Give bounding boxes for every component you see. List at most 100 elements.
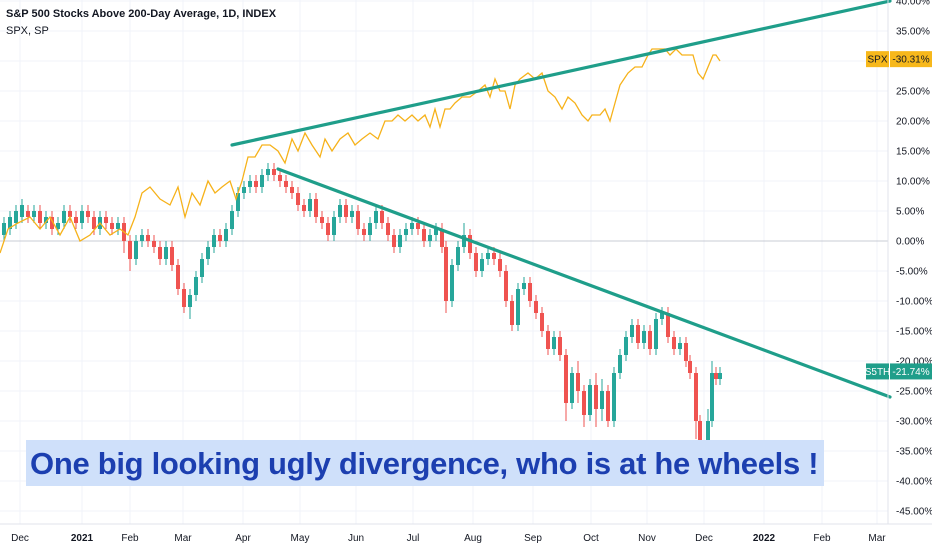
candle-body [606,391,610,421]
s5th-badge-value: -21.74% [892,367,929,378]
candle-body [672,337,676,349]
price-badges: SPX -30.31% S5TH -21.74% [865,51,932,380]
candle-body [392,235,396,247]
candle-body [498,259,502,271]
y-tick-label: 5.00% [896,207,924,218]
y-tick-label: -10.00% [896,297,932,308]
candle-body [326,223,330,235]
candle-body [706,421,710,451]
candle-body [678,343,682,349]
y-tick-label: -25.00% [896,387,932,398]
x-tick-label: Dec [695,533,713,544]
candle-body [272,169,276,175]
candle-body [164,247,168,259]
candle-body [248,181,252,187]
candle-body [444,247,448,301]
candle-body [200,259,204,277]
candle-body [8,217,12,229]
candle-body [654,319,658,349]
candle-body [462,235,466,247]
s5th-badge-value-box [890,363,932,380]
candle-body [32,211,36,217]
x-tick-label: Apr [235,533,251,544]
candle-body [110,223,114,229]
x-tick-label: Aug [464,533,482,544]
candle-body [600,391,604,409]
candle-body [152,241,156,247]
candle-body [576,373,580,391]
candle-body [398,235,402,247]
x-tick-label: Oct [583,533,599,544]
candle-body [182,289,186,307]
y-tick-label: 10.00% [896,177,930,188]
candle-body [68,211,72,217]
y-tick-label: -40.00% [896,477,932,488]
candle-body [564,355,568,403]
candle-body [612,373,616,421]
candle-body [146,235,150,241]
s5th-badge-symbol: S5TH [865,367,891,378]
spx-badge-value-box [890,51,932,68]
candle-body [456,247,460,265]
spx-line [0,48,721,254]
trendline [230,0,892,147]
candle-body [290,187,294,193]
candle-body [404,229,408,235]
x-tick-label: Feb [121,533,139,544]
x-tick-label: Jun [348,533,364,544]
candle-body [558,337,562,355]
y-tick-label: -5.00% [896,267,928,278]
y-axis: 40.00%35.00%30.00%25.00%20.00%15.00%10.0… [887,0,932,524]
candle-body [134,241,138,259]
candle-body [380,211,384,223]
candle-body [440,229,444,247]
candle-body [284,181,288,187]
candle-body [684,343,688,361]
y-tick-label: -20.00% [896,357,932,368]
candle-body [206,247,210,259]
candle-body [386,223,390,235]
candle-body [260,175,264,187]
candle-body [718,373,722,379]
x-tick-label: 2022 [753,533,776,544]
y-tick-label: 15.00% [896,147,930,158]
candle-body [480,259,484,271]
candle-body [350,211,354,217]
candle-body [416,223,420,229]
spx-badge-symbol-box [866,51,889,68]
candle-body [92,217,96,229]
candle-body [338,205,342,217]
grid [0,0,888,524]
candle-body [356,211,360,229]
y-tick-label: 20.00% [896,117,930,128]
candle-body [486,253,490,259]
candle-body [194,277,198,295]
candle-body [546,331,550,349]
candle-body [474,253,478,271]
candle-body [86,211,90,217]
candle-body [368,223,372,235]
candle-body [80,211,84,223]
candle-body [588,385,592,415]
y-tick-label: 35.00% [896,27,930,38]
y-tick-label: -15.00% [896,327,932,338]
candle-body [320,217,324,223]
candle-body [302,205,306,211]
candle-body [666,313,670,337]
candle-body [618,355,622,373]
x-tick-label: Mar [868,533,886,544]
candle-body [20,205,24,217]
candle-body [624,337,628,355]
s5th-candles [2,163,722,481]
candle-body [158,247,162,259]
candle-body [116,223,120,229]
candle-body [188,295,192,307]
candle-body [468,235,472,253]
candle-body [362,229,366,235]
spx-line-group [0,48,721,254]
candle-body [428,235,432,241]
spx-badge-symbol: SPX [867,55,887,66]
y-tick-label: -45.00% [896,507,932,518]
candle-body [14,211,18,223]
